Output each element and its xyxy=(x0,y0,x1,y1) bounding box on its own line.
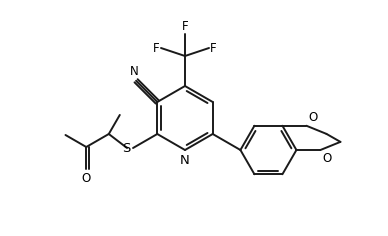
Text: O: O xyxy=(81,172,91,185)
Text: F: F xyxy=(153,42,160,55)
Text: N: N xyxy=(180,154,190,167)
Text: O: O xyxy=(308,111,318,124)
Text: F: F xyxy=(182,20,188,33)
Text: N: N xyxy=(130,65,139,78)
Text: F: F xyxy=(210,42,217,55)
Text: S: S xyxy=(122,142,130,155)
Text: O: O xyxy=(322,152,332,165)
